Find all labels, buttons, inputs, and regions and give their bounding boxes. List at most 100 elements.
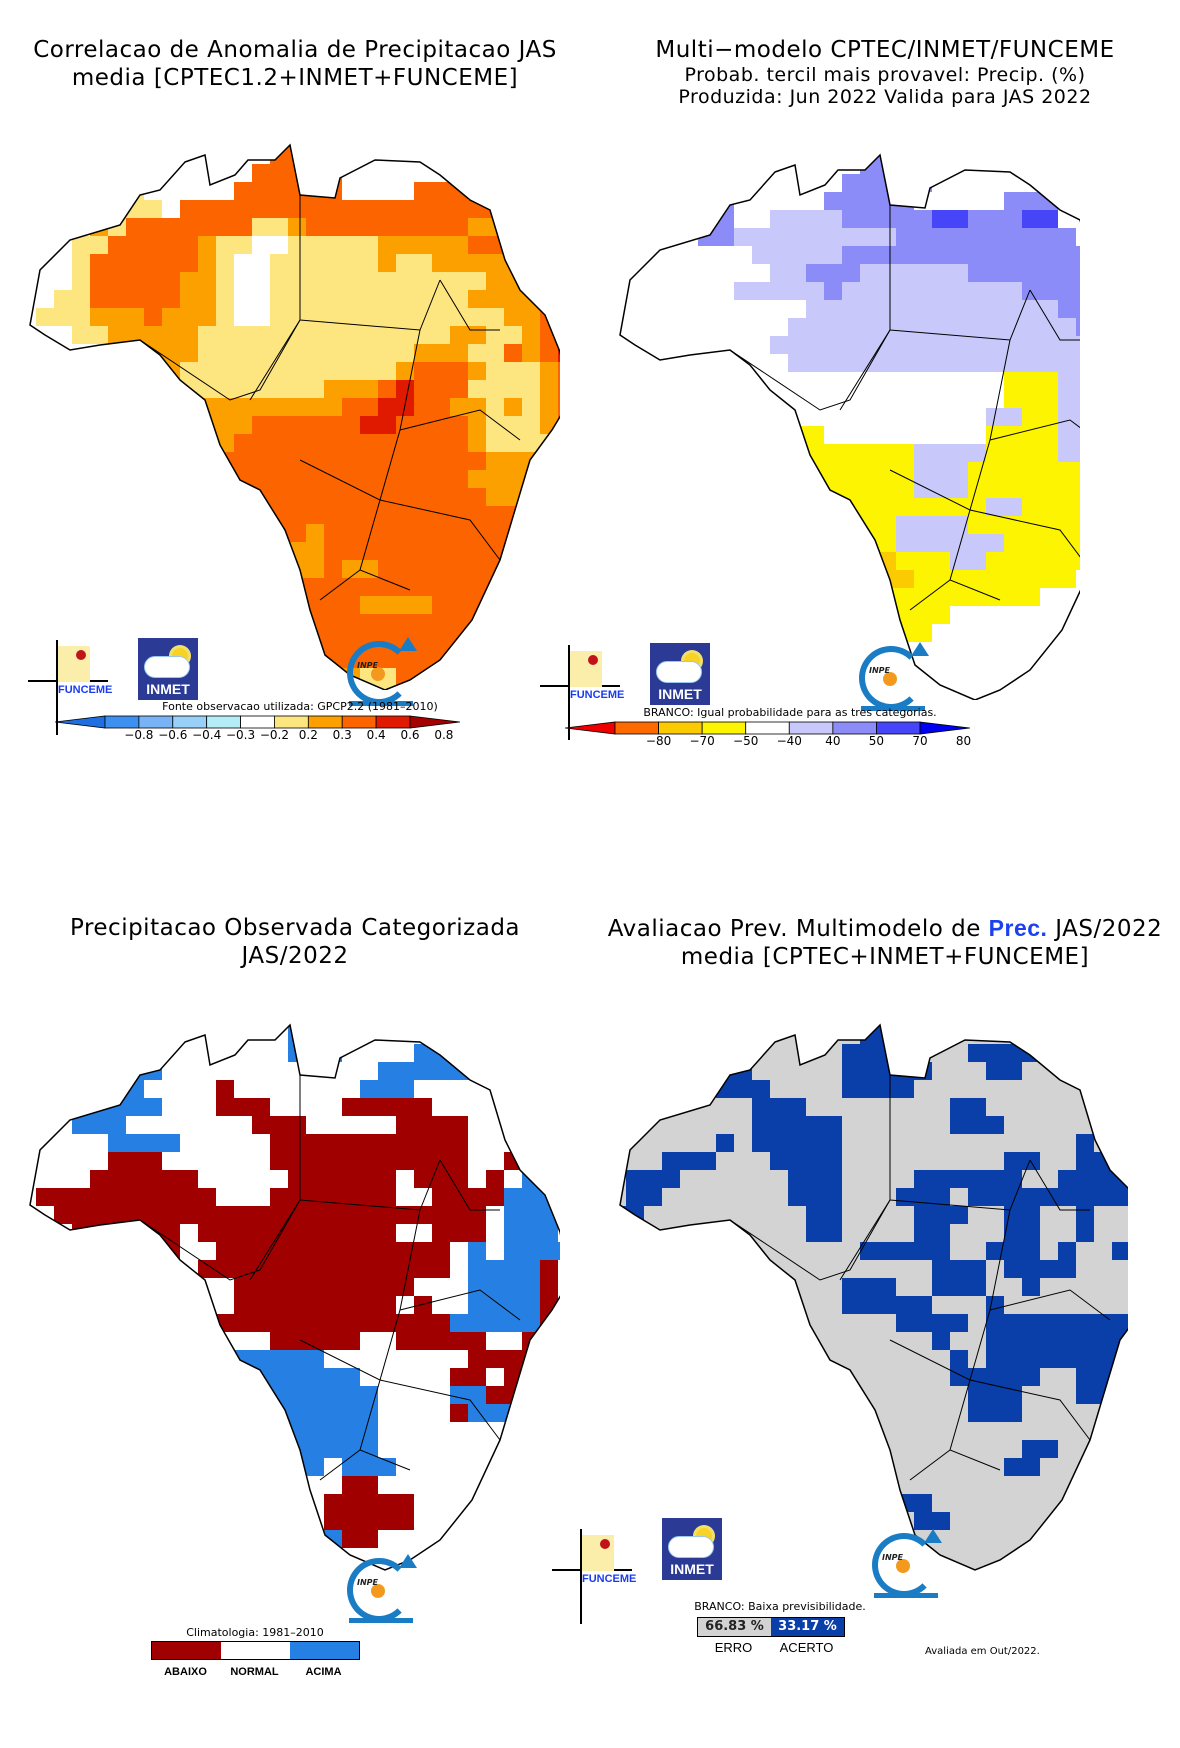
- grid-cell: [878, 462, 896, 480]
- grid-cell: [932, 1224, 950, 1242]
- grid-cell: [504, 398, 522, 416]
- evaluation-source-note: BRANCO: Baixa previsibilidade.: [694, 1600, 866, 1613]
- colorbar-segment: [307, 715, 343, 729]
- grid-cell: [878, 282, 896, 300]
- grid-cell: [432, 1224, 450, 1242]
- grid-cell: [288, 218, 306, 236]
- grid-cell: [522, 1332, 540, 1350]
- grid-cell: [1022, 570, 1040, 588]
- grid-cell: [342, 1458, 360, 1476]
- grid-cell: [968, 336, 986, 354]
- grid-cell: [932, 354, 950, 372]
- grid-cell: [1004, 516, 1022, 534]
- grid-cell: [806, 1152, 824, 1170]
- grid-cell: [342, 1404, 360, 1422]
- grid-cell: [108, 1242, 126, 1260]
- grid-cell: [108, 1224, 126, 1242]
- grid-cell: [126, 1134, 144, 1152]
- grid-cell: [270, 1152, 288, 1170]
- grid-cell: [72, 1116, 90, 1134]
- grid-cell: [324, 1368, 342, 1386]
- colorbar-segment: [701, 721, 747, 735]
- grid-cell: [270, 308, 288, 326]
- grid-cell: [950, 354, 968, 372]
- grid-cell: [824, 318, 842, 336]
- grid-cell: [144, 1188, 162, 1206]
- grid-cell: [788, 1170, 806, 1188]
- grid-cell: [968, 462, 986, 480]
- grid-cell: [1040, 372, 1058, 390]
- grid-cell: [644, 1188, 662, 1206]
- grid-cell: [878, 354, 896, 372]
- legend-label-normal: NORMAL: [230, 1666, 279, 1678]
- grid-cell: [842, 1080, 860, 1098]
- grid-cell: [324, 686, 342, 690]
- grid-cell: [198, 434, 216, 452]
- grid-cell: [432, 380, 450, 398]
- grid-cell: [270, 1296, 288, 1314]
- grid-cell: [968, 1386, 986, 1404]
- grid-cell: [1058, 318, 1076, 336]
- forecast-colorbar-ticks: −80 −70 −50 −40 40 50 70 80: [590, 734, 1180, 750]
- grid-cell: [252, 200, 270, 218]
- grid-cell: [324, 1206, 342, 1224]
- grid-cell: [1040, 552, 1058, 570]
- grid-cell: [486, 488, 504, 506]
- grid-cell: [198, 1206, 216, 1224]
- grid-cell: [860, 588, 878, 606]
- panel-correlation: Correlacao de Anomalia de Precipitacao J…: [0, 0, 590, 874]
- grid-cell: [252, 596, 270, 614]
- grid-cell: [788, 246, 806, 264]
- grid-cell: [1076, 408, 1080, 426]
- grid-cell: [1004, 408, 1022, 426]
- grid-cell: [180, 200, 198, 218]
- grid-cell: [432, 1260, 450, 1278]
- grid-cell: [90, 1116, 108, 1134]
- grid-cell: [360, 596, 378, 614]
- grid-cell: [90, 272, 108, 290]
- grid-cell: [522, 326, 540, 344]
- grid-cell: [896, 1080, 914, 1098]
- grid-cell: [306, 506, 324, 524]
- grid-cell: [1022, 1206, 1040, 1224]
- grid-cell: [108, 236, 126, 254]
- grid-cell: [504, 1260, 522, 1278]
- forecast-map: [619, 153, 1080, 700]
- grid-cell: [414, 1242, 432, 1260]
- grid-cell: [1004, 1044, 1022, 1062]
- grid-cell: [324, 1242, 342, 1260]
- grid-cell: [306, 200, 324, 218]
- grid-cell: [270, 254, 288, 272]
- grid-cell: [396, 200, 414, 218]
- grid-cell: [432, 560, 450, 578]
- grid-cell: [378, 1188, 396, 1206]
- grid-cell: [486, 254, 504, 272]
- state-border: [439, 279, 500, 331]
- grid-cell: [378, 1098, 396, 1116]
- grid-cell: [450, 1116, 468, 1134]
- grid-cell: [396, 1332, 414, 1350]
- grid-cell: [162, 218, 180, 236]
- grid-cell: [1040, 318, 1058, 336]
- funceme-logo: FUNCEME: [552, 1529, 652, 1624]
- grid-cell: [932, 1512, 950, 1530]
- grid-cell: [504, 362, 522, 380]
- grid-cell: [360, 1530, 378, 1548]
- grid-cell: [144, 1134, 162, 1152]
- grid-cell: [1022, 534, 1040, 552]
- colorbar-tick-label: 70: [912, 734, 928, 748]
- grid-cell: [450, 1332, 468, 1350]
- grid-cell: [968, 516, 986, 534]
- grid-cell: [414, 344, 432, 362]
- grid-cell: [432, 614, 450, 632]
- grid-cell: [860, 606, 878, 624]
- grid-cell: [504, 380, 522, 398]
- grid-cell: [968, 444, 986, 462]
- grid-cell: [234, 1404, 252, 1422]
- country-border: [29, 1023, 560, 1571]
- grid-cell: [752, 282, 770, 300]
- grid-cell: [126, 272, 144, 290]
- grid-cell: [878, 1296, 896, 1314]
- grid-cell: [432, 578, 450, 596]
- grid-cell: [914, 210, 932, 228]
